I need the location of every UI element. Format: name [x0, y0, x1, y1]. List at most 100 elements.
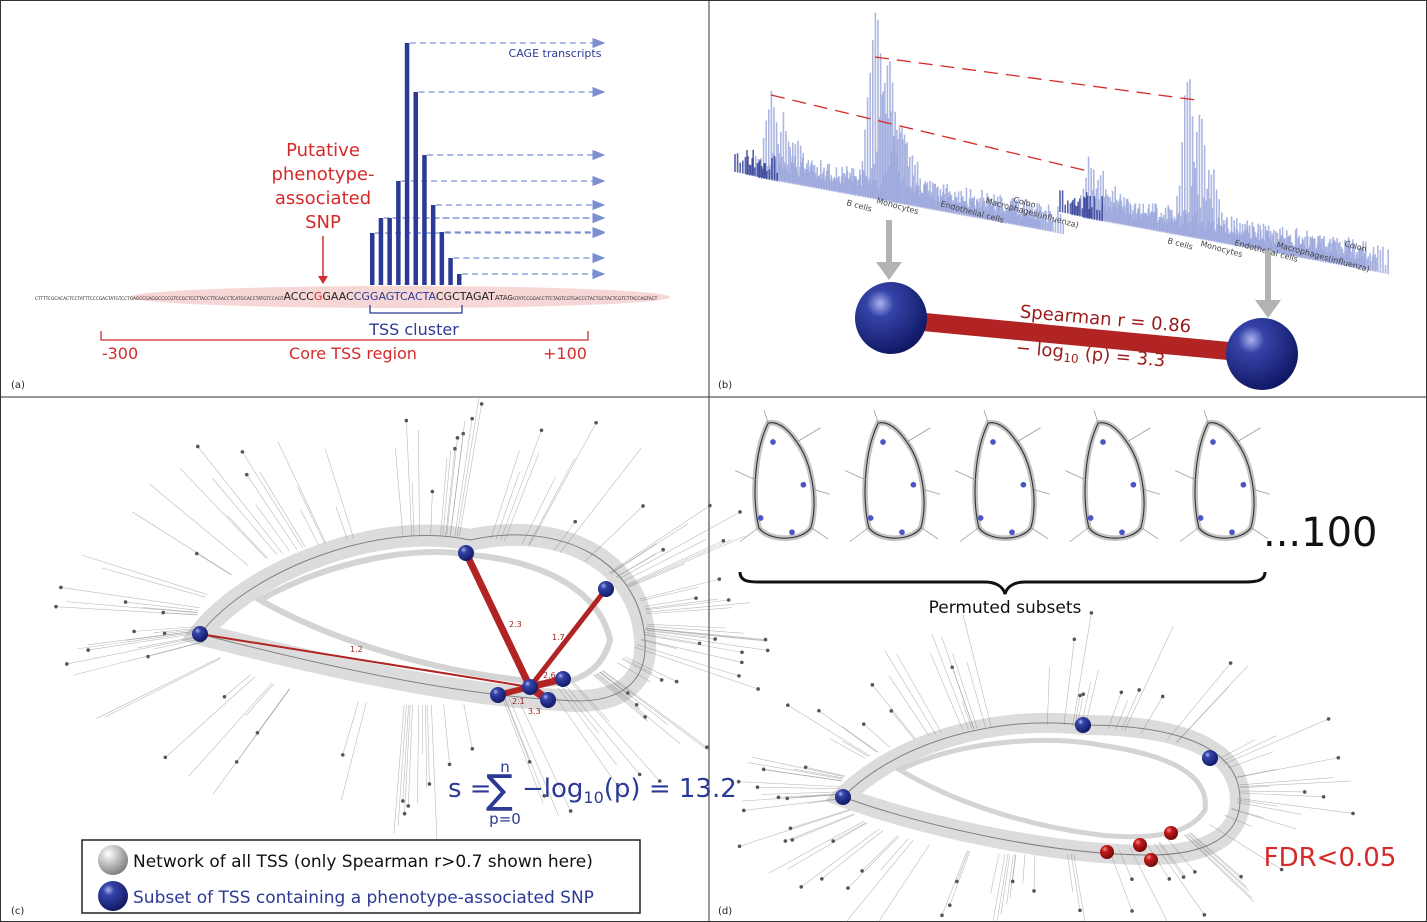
network-edge [297, 486, 325, 544]
network-edge [1228, 751, 1274, 769]
network-edge [417, 704, 420, 804]
snp-arrowhead [318, 276, 328, 284]
network-edge [504, 452, 540, 542]
seq-tss: CGGAGTCACTA [354, 290, 437, 303]
network-node [643, 715, 647, 719]
network-node [947, 903, 952, 908]
network-edge [622, 658, 653, 674]
network-node [870, 683, 875, 687]
network-edge [1140, 696, 1163, 735]
snp-line: associated [275, 188, 371, 209]
network-edge [224, 674, 251, 697]
node [540, 692, 556, 708]
network-edge [148, 483, 249, 567]
network-edge [505, 698, 545, 796]
network-edge [747, 762, 843, 780]
network-edge [1239, 790, 1305, 793]
legend-swatch [98, 845, 128, 875]
network-node [222, 694, 227, 699]
network-edge [1189, 832, 1244, 881]
edge [199, 633, 531, 688]
network-edge [1084, 669, 1099, 727]
network-edge [1237, 799, 1278, 807]
network-edge [1109, 850, 1133, 912]
permuted-label: Permuted subsets [929, 598, 1082, 618]
network-node [755, 785, 760, 789]
network-edge [406, 420, 412, 536]
permutation-count: ...100 [1263, 510, 1378, 556]
formula-part: (p) = 13.2 [604, 774, 737, 804]
network-edge [197, 446, 283, 554]
network-edge [88, 632, 200, 651]
network-node [790, 838, 795, 842]
formula-part: −log [522, 774, 583, 804]
network-edge [456, 398, 480, 537]
network-edge [949, 850, 971, 906]
network-edge [101, 567, 206, 598]
network-edge [622, 539, 706, 582]
network-edge [645, 629, 707, 638]
edge-labels: 1.2 2.3 1.7 2.6 2.1 3.3 [350, 620, 565, 716]
network-edge [1236, 757, 1339, 778]
network-node [1089, 611, 1094, 615]
network-node [161, 610, 166, 615]
network-edge [626, 540, 724, 586]
network-node [162, 631, 167, 636]
network-node [637, 772, 642, 777]
network-edge [402, 704, 409, 801]
network-edge [640, 639, 677, 649]
correlation-edge [912, 312, 1240, 361]
network-edge [888, 675, 930, 737]
network-edge [427, 704, 430, 784]
seq-part: CGCTAGAT [436, 290, 495, 303]
brace [738, 571, 1267, 595]
snp-line: SNP [305, 212, 341, 233]
network-edge [561, 686, 600, 734]
network-node [740, 660, 744, 665]
network-edge [645, 627, 766, 640]
tag-bar [430, 205, 436, 285]
network-edge [941, 636, 975, 729]
node [458, 545, 474, 561]
network-node [788, 826, 793, 831]
tag-bar [396, 181, 401, 285]
network-edge [1009, 854, 1016, 899]
network-edge [1186, 833, 1249, 892]
network-edge [459, 403, 482, 537]
network-node [1167, 877, 1172, 881]
network-edge [550, 689, 625, 796]
network-edge [418, 430, 420, 536]
network-edge [1074, 695, 1081, 727]
network-edge [1047, 667, 1050, 726]
node [1075, 717, 1091, 733]
network-edge [739, 809, 850, 847]
network-edge [342, 701, 359, 755]
network-edge [495, 471, 520, 540]
link-dash [770, 94, 1093, 173]
network-edge [1006, 854, 1014, 905]
network-node [1351, 811, 1355, 816]
network-edge [395, 448, 404, 536]
link-dash [874, 56, 1197, 101]
network-edge [1124, 625, 1174, 732]
network-edge [637, 644, 740, 677]
network-node [737, 844, 742, 849]
snp-nodes [192, 545, 614, 708]
network-node [1181, 875, 1186, 879]
permuted-network [845, 409, 940, 542]
network-edge [242, 451, 303, 549]
network-edge [529, 422, 597, 546]
snp-line: Putative [286, 140, 360, 161]
network [736, 611, 1355, 922]
network-edge [931, 633, 969, 730]
network-node [542, 794, 547, 798]
network-edge [618, 511, 741, 580]
network-node [527, 759, 532, 764]
network-edge [408, 704, 413, 806]
network-edge [880, 838, 909, 871]
network-edge [595, 673, 681, 745]
network-node [1130, 877, 1134, 882]
tss-bracket [369, 305, 463, 314]
network-node [765, 648, 770, 653]
network-edge [608, 505, 710, 574]
